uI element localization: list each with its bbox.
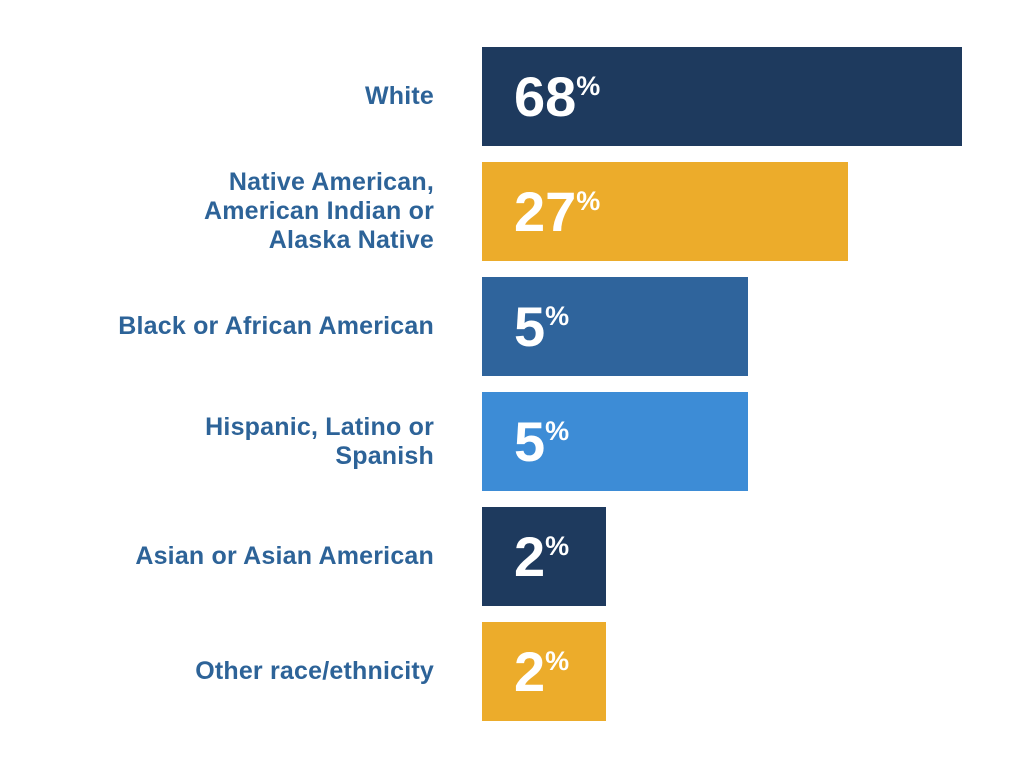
value-number: 5 — [514, 294, 546, 358]
category-label: Other race/ethnicity — [195, 657, 434, 685]
bar: 68% — [482, 47, 962, 146]
percent-sign: % — [576, 185, 601, 216]
value-number: 27 — [514, 179, 577, 243]
bar-value: 2% — [514, 528, 570, 585]
percent-sign: % — [545, 415, 570, 446]
bar-value: 5% — [514, 413, 570, 470]
chart-row: Hispanic, Latino or Spanish 5% — [0, 392, 1024, 491]
chart-row: White 68% — [0, 47, 1024, 146]
bar: 5% — [482, 392, 748, 491]
bar: 2% — [482, 507, 606, 606]
bar: 2% — [482, 622, 606, 721]
chart-row: Other race/ethnicity 2% — [0, 622, 1024, 721]
bar-chart: White 68% Native American, American Indi… — [0, 47, 1024, 721]
category-label: White — [364, 82, 434, 110]
percent-sign: % — [545, 530, 570, 561]
bar: 5% — [482, 277, 748, 376]
chart-row: Native American, American Indian or Alas… — [0, 162, 1024, 261]
percent-sign: % — [545, 300, 570, 331]
bar-value: 68% — [514, 68, 601, 125]
category-label: Black or African American — [118, 312, 434, 340]
bar: 27% — [482, 162, 848, 261]
value-number: 68 — [514, 64, 577, 128]
category-label: Asian or Asian American — [135, 542, 434, 570]
value-number: 2 — [514, 639, 546, 703]
bar-value: 5% — [514, 298, 570, 355]
percent-sign: % — [545, 645, 570, 676]
bar-value: 2% — [514, 643, 570, 700]
chart-row: Asian or Asian American 2% — [0, 507, 1024, 606]
chart-row: Black or African American 5% — [0, 277, 1024, 376]
category-label: Native American, American Indian or Alas… — [203, 168, 434, 254]
bar-value: 27% — [514, 183, 601, 240]
value-number: 2 — [514, 524, 546, 588]
percent-sign: % — [576, 70, 601, 101]
value-number: 5 — [514, 409, 546, 473]
category-label: Hispanic, Latino or Spanish — [205, 412, 434, 470]
